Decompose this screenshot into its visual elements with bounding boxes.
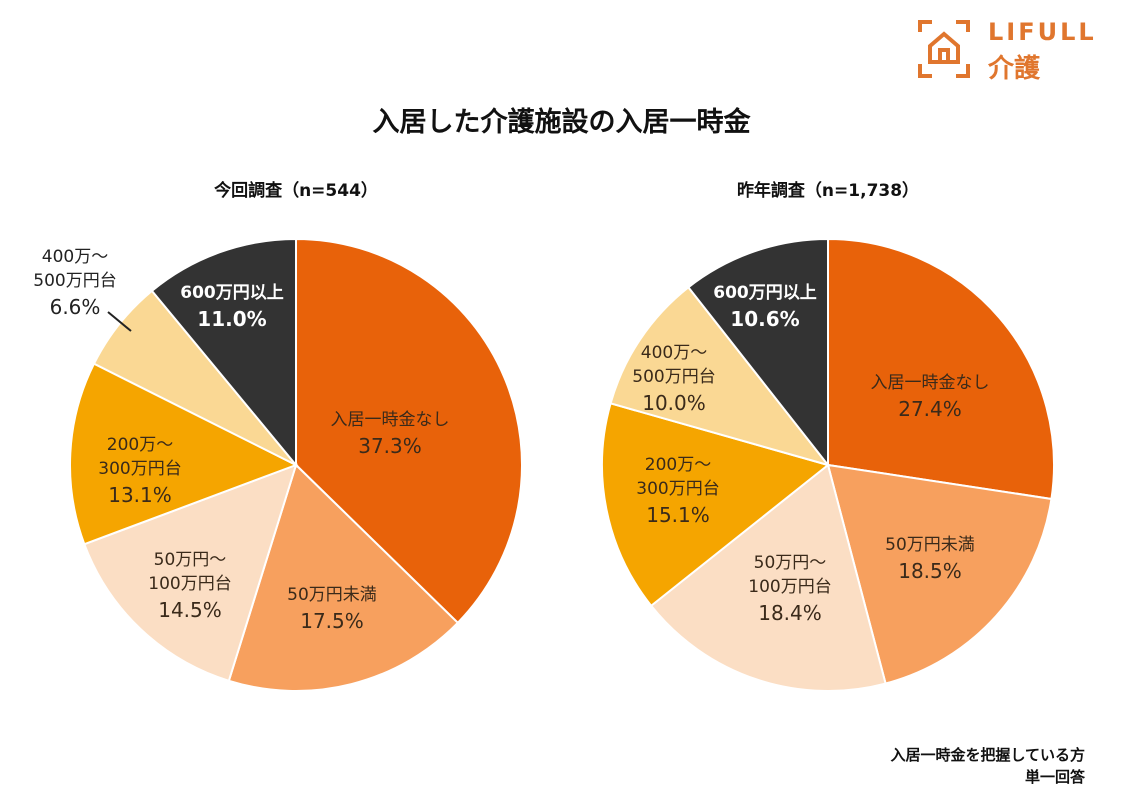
slice-category-label: 50万円～	[754, 553, 827, 573]
pie-slice	[69, 362, 299, 546]
slice-category-label: 200万～	[107, 435, 173, 455]
pie-title-previous: 昨年調査（n=1,738）	[736, 181, 920, 201]
logo-text-en: LIFULL	[988, 18, 1097, 46]
slice-category-label: 500万円台	[632, 367, 715, 387]
slice-value-label: 15.1%	[646, 503, 710, 527]
slice-category-label: 50万円～	[154, 550, 227, 570]
slice-value-label: 10.6%	[730, 307, 799, 331]
slice-value-label: 10.0%	[642, 391, 706, 415]
pie-slice	[227, 463, 460, 692]
pie-slice	[295, 237, 523, 625]
slice-category-label: 50万円未満	[885, 535, 975, 555]
pie-slice	[83, 463, 298, 683]
pie-slice	[826, 463, 1053, 685]
slice-category-label: 入居一時金なし	[331, 410, 450, 430]
pie-slice	[609, 285, 831, 467]
logo-text-jp: 介護	[988, 54, 1041, 84]
slice-value-label: 17.5%	[300, 609, 364, 633]
slice-category-label: 200万～	[645, 455, 711, 475]
slice-category-label: 600万円以上	[180, 283, 284, 303]
slice-category-label: 100万円台	[748, 577, 831, 597]
pie-slice	[601, 402, 831, 608]
pie-slice	[150, 237, 297, 468]
slice-category-label: 300万円台	[636, 479, 719, 499]
slice-value-label: 18.4%	[758, 601, 822, 625]
slice-category-label: 300万円台	[98, 459, 181, 479]
slice-value-label: 27.4%	[898, 397, 962, 421]
pie-title-current: 今回調査（n=544）	[214, 181, 378, 201]
slice-value-label: 6.6%	[50, 295, 101, 319]
slice-value-label: 18.5%	[898, 559, 962, 583]
pie-slice	[686, 237, 829, 468]
slice-category-label: 400万～	[42, 247, 108, 267]
slice-value-label: 11.0%	[197, 307, 266, 331]
slice-value-label: 14.5%	[158, 598, 222, 622]
slice-category-label: 600万円以上	[713, 283, 817, 303]
note-answer-type: 単一回答	[1024, 768, 1085, 786]
leader-line	[107, 311, 132, 332]
note-respondents: 入居一時金を把握している方	[890, 746, 1085, 764]
chart-title: 入居した介護施設の入居一時金	[372, 107, 751, 138]
logo-mark	[918, 20, 970, 78]
lifull-logo: LIFULL 介護	[918, 18, 1103, 84]
slice-value-label: 37.3%	[358, 434, 422, 458]
slice-category-label: 100万円台	[148, 574, 231, 594]
slice-category-label: 50万円未満	[287, 585, 377, 605]
slice-category-label: 入居一時金なし	[871, 373, 990, 393]
slice-value-label: 13.1%	[108, 483, 172, 507]
slice-category-label: 400万～	[641, 343, 707, 363]
pie-slice	[649, 463, 887, 692]
slice-category-label: 500万円台	[33, 271, 116, 291]
pie-slice	[827, 237, 1055, 501]
